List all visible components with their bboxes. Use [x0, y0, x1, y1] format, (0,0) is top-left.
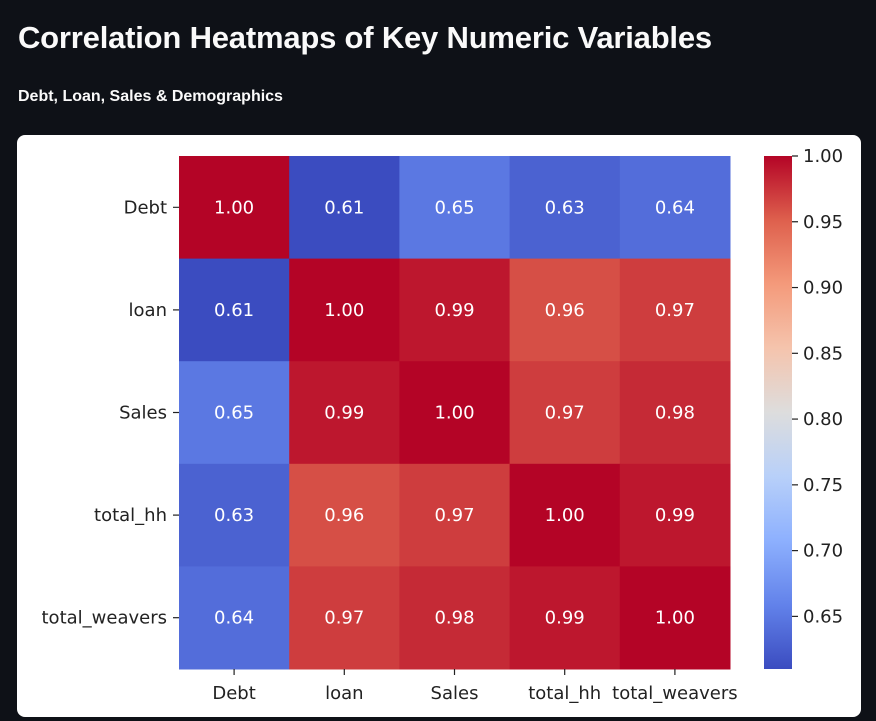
- cell-value-label: 1.00: [655, 608, 695, 629]
- heatmap-cell: [399, 156, 511, 260]
- heatmap-cell: [399, 361, 511, 465]
- heatmap-cell: [619, 463, 731, 567]
- heatmap-cell: [509, 566, 621, 670]
- heatmap-cell: [619, 156, 731, 260]
- colorbar-tick-label: 0.85: [803, 343, 843, 364]
- heatmap-cell: [179, 258, 290, 362]
- heatmap-cell: [509, 156, 621, 260]
- cell-value-label: 0.96: [324, 505, 364, 526]
- cell-value-label: 0.99: [434, 300, 474, 321]
- heatmap-cells: 1.00 0.61 0.65 0.63 0.64 0.61 1.00 0.99 0.96 0.97…: [179, 156, 731, 670]
- heatmap-cell: [399, 258, 511, 362]
- x-tick-label: Debt: [212, 683, 255, 704]
- colorbar-tick-label: 1.00: [803, 146, 843, 167]
- cell-value-label: 0.99: [324, 403, 364, 424]
- cell-value-label: 0.63: [214, 505, 254, 526]
- colorbar-tick-label: 0.65: [803, 606, 843, 627]
- cell-value-label: 0.98: [434, 608, 474, 629]
- cell-value-label: 0.99: [655, 505, 695, 526]
- cell-value-label: 0.61: [214, 300, 254, 321]
- y-tick-label: total_weavers: [42, 608, 168, 629]
- y-tick-label: loan: [129, 300, 167, 321]
- y-tick-label: Sales: [119, 403, 167, 424]
- colorbar-tick-label: 0.70: [803, 541, 843, 562]
- cell-value-label: 1.00: [545, 505, 585, 526]
- heatmap-cell: [509, 258, 621, 362]
- correlation-heatmap: 1.00 0.61 0.65 0.63 0.64 0.61 1.00 0.99 0.96 0.97…: [42, 146, 844, 704]
- cell-value-label: 0.65: [214, 403, 254, 424]
- colorbar: 0.65 0.70 0.75 0.80 0.85 0.90 0.95 1.00: [764, 146, 843, 669]
- heatmap-cell: [179, 463, 290, 567]
- cell-value-label: 0.97: [324, 608, 364, 629]
- page-title: Correlation Heatmaps of Key Numeric Vari…: [18, 20, 712, 55]
- x-tick-label: total_weavers: [612, 683, 738, 704]
- colorbar-gradient: [764, 156, 792, 669]
- cell-value-label: 1.00: [324, 300, 364, 321]
- heatmap-cell: [399, 463, 511, 567]
- colorbar-tick-label: 0.75: [803, 475, 843, 496]
- colorbar-tick-label: 0.80: [803, 409, 843, 430]
- y-tick-label: total_hh: [94, 505, 167, 526]
- cell-value-label: 0.98: [655, 403, 695, 424]
- cell-value-label: 0.64: [655, 197, 695, 218]
- colorbar-tick-label: 0.95: [803, 212, 843, 233]
- cell-value-label: 0.61: [324, 197, 364, 218]
- x-axis-labels: Debt loan Sales total_hh total_weavers: [212, 669, 738, 704]
- x-tick-label: Sales: [431, 683, 479, 704]
- heatmap-cell: [179, 566, 290, 670]
- x-tick-label: total_hh: [528, 683, 601, 704]
- heatmap-cell: [179, 156, 290, 260]
- heatmap-cell: [289, 361, 400, 465]
- colorbar-tick-label: 0.90: [803, 278, 843, 299]
- cell-value-label: 1.00: [434, 403, 474, 424]
- heatmap-cell: [619, 258, 731, 362]
- y-tick-label: Debt: [124, 197, 167, 218]
- heatmap-cell: [399, 566, 511, 670]
- heatmap-cell: [289, 463, 400, 567]
- cell-value-label: 0.99: [545, 608, 585, 629]
- x-tick-label: loan: [325, 683, 363, 704]
- heatmap-cell: [289, 566, 400, 670]
- cell-value-label: 0.97: [655, 300, 695, 321]
- cell-value-label: 0.64: [214, 608, 254, 629]
- cell-value-label: 0.97: [545, 403, 585, 424]
- heatmap-cell: [619, 566, 731, 670]
- heatmap-cell: [179, 361, 290, 465]
- cell-value-label: 1.00: [214, 197, 254, 218]
- heatmap-cell: [509, 463, 621, 567]
- heatmap-cell: [289, 156, 400, 260]
- page-subtitle: Debt, Loan, Sales & Demographics: [18, 88, 283, 105]
- chart-card: 1.00 0.61 0.65 0.63 0.64 0.61 1.00 0.99 0.96 0.97…: [17, 135, 861, 717]
- cell-value-label: 0.65: [434, 197, 474, 218]
- heatmap-cell: [289, 258, 400, 362]
- cell-value-label: 0.63: [545, 197, 585, 218]
- cell-value-label: 0.97: [434, 505, 474, 526]
- heatmap-cell: [509, 361, 621, 465]
- y-axis-labels: Debt loan Sales total_hh total_weavers: [42, 197, 179, 629]
- cell-value-label: 0.96: [545, 300, 585, 321]
- heatmap-cell: [619, 361, 731, 465]
